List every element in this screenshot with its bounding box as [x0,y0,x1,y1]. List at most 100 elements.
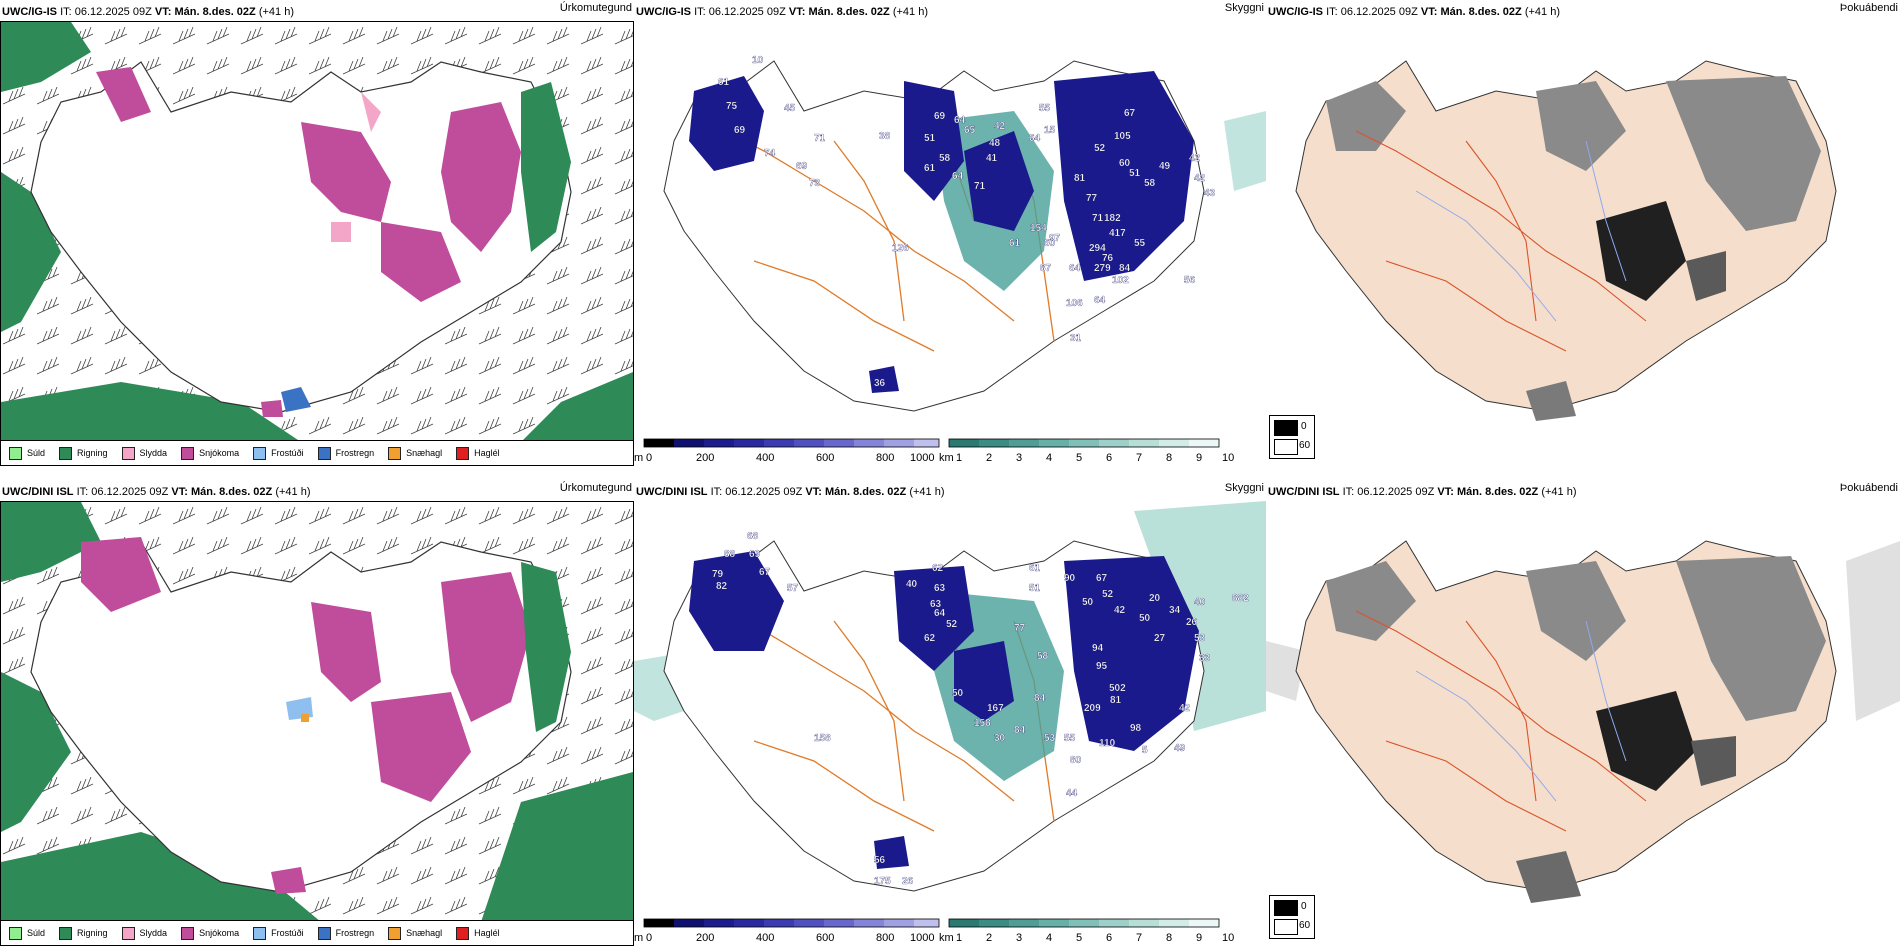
vt-value: Mán. 8.des. 02Z [824,486,907,498]
cloudbase-value-label: 81 [1074,173,1086,184]
cloudbase-value-label: 182 [1104,213,1121,224]
vt-value: Mán. 8.des. 02Z [1456,486,1539,498]
panel-header: UWC/DINI ISL IT: 06.12.2025 09Z VT: Mán.… [634,480,1266,500]
cloudbase-value-label: 73 [809,178,821,189]
cloudbase-value-label: 71 [974,181,986,192]
cloudbase-value-label: 82 [716,581,728,592]
cloudbase-value-label: 42 [1179,703,1191,714]
legend-swatch [317,926,331,940]
visibility-tick: 3 [1016,932,1022,944]
legend-swatch [317,446,331,460]
colorbars: m 0 200 400 600 800 1000 km 1 2 3 4 5 6 … [634,436,1266,466]
fog-legend-swatch-white [1274,919,1298,935]
vt-label: VT: [1420,6,1438,18]
legend-swatch [59,446,73,460]
cloudbase-value-label: 52 [1102,589,1114,600]
fog-legend-value: 60 [1299,920,1311,931]
legend-label: Slydda [139,928,168,938]
precip-map-svg [1,502,633,922]
visibility-tick: 2 [986,452,992,464]
cloudbase-value-label: 882 [1232,593,1249,604]
legend-swatch [181,926,195,940]
cloudbase-tick: 600 [816,932,834,944]
cloudbase-value-label: 60 [1119,158,1131,169]
cloudbase-value-label: 71 [814,133,826,144]
legend-swatch [456,446,470,460]
cloudbase-tick: 200 [696,452,714,464]
panel-header: UWC/DINI ISL IT: 06.12.2025 09Z VT: Mán.… [0,480,634,500]
cloudbase-value-label: 43 [1204,188,1216,199]
cloudbase-value-label: 77 [1086,193,1098,204]
legend-swatch [9,926,22,940]
legend-label: Haglél [474,928,500,938]
it-label: IT: [710,486,723,498]
legend-label: Súld [27,928,46,938]
cloudbase-value-label: 38 [879,131,891,142]
cloudbase-value-label: 52 [946,619,958,630]
cloudbase-value-label: 64 [1069,263,1081,274]
visibility-map: 10 61 75 45 69 71 74 69 73 38 69 51 64 58 65 61 64 42 48 41… [634,21,1266,429]
visibility-tick: 7 [1136,452,1142,464]
visibility-panel-bottom: UWC/DINI ISL IT: 06.12.2025 09Z VT: Mán.… [634,480,1266,946]
cloudbase-value-label: 36 [874,378,886,389]
legend-label: Slydda [139,448,168,458]
cloudbase-value-label: 51 [924,133,936,144]
visibility-tick: 10 [1222,932,1234,944]
legend-swatch [253,446,267,460]
cloudbase-value-label: 69 [796,161,808,172]
cloudbase-value-label: 64 [934,608,946,619]
visibility-colorbar [948,438,1220,448]
legend-label: Súld [27,448,46,458]
visibility-tick: 1 [956,452,962,464]
vt-value: Mán. 8.des. 02Z [174,6,256,18]
cloudbase-value-label: 49 [1159,161,1171,172]
cloudbase-value-label: 80 [1070,755,1082,766]
cloudbase-value-label: 26 [1186,617,1198,628]
legend-label: Snæhagl [406,448,443,458]
model-name: UWC/IG-IS [2,6,57,18]
vt-label: VT: [171,486,188,498]
cloudbase-value-label: 84 [1034,693,1046,704]
fog-legend-swatch-black [1274,420,1298,436]
cloudbase-value-label: 27 [1154,633,1166,644]
colorbar-svg: m 0 200 400 600 800 1000 km 1 2 3 4 5 6 … [634,438,1234,464]
legend-label: Frostúði [271,928,304,938]
colorbar-svg: m 0 200 400 600 800 1000 km 1 2 3 4 5 6 … [634,918,1234,944]
cloudbase-value-label: 97 [1049,233,1061,244]
cloudbase-value-label: 88 [724,549,736,560]
panel-title: Þokuábendi [1839,2,1898,14]
model-name: UWC/DINI ISL [636,486,708,498]
it-label: IT: [76,486,89,498]
panel-title: Skyggni [1224,482,1264,494]
cloudbase-value-label: 98 [1130,723,1142,734]
cloudbase-value-label: 79 [712,569,724,580]
cloudbase-unit: m [634,452,643,464]
precip-type-legend: Súld Rigning Slydda Snjókoma Frostúði Fr… [0,440,634,466]
vt-label: VT: [1437,486,1454,498]
cloudbase-value-label: 55 [1039,103,1051,114]
vt-value: Mán. 8.des. 02Z [808,6,890,18]
visibility-tick: 9 [1196,932,1202,944]
cloudbase-value-label: 61 [1009,238,1021,249]
visibility-tick: 5 [1076,452,1082,464]
panel-header: UWC/IG-IS IT: 06.12.2025 09Z VT: Mán. 8.… [634,0,1266,20]
cloudbase-value-label: 69 [749,549,761,560]
cloudbase-value-label: 41 [986,153,998,164]
cloudbase-value-label: 50 [1082,597,1094,608]
it-label: IT: [1326,6,1338,18]
fog-legend-value: 0 [1301,421,1307,432]
cloudbase-tick: 800 [876,932,894,944]
visibility-tick: 9 [1196,452,1202,464]
cloudbase-value-label: 42 [1189,153,1201,164]
legend-label: Frostregn [335,928,375,938]
fog-map [1266,501,1900,921]
cloudbase-value-label: 294 [1089,243,1106,254]
visibility-tick: 6 [1106,452,1112,464]
panel-header: UWC/DINI ISL IT: 06.12.2025 09Z VT: Mán.… [1266,480,1900,500]
cloudbase-value-label: 5 [1142,745,1148,756]
vt-label: VT: [788,6,806,18]
cloudbase-value-label: 61 [924,163,936,174]
cloudbase-value-label: 42 [994,121,1006,132]
panel-title: Úrkomutegund [559,2,632,14]
